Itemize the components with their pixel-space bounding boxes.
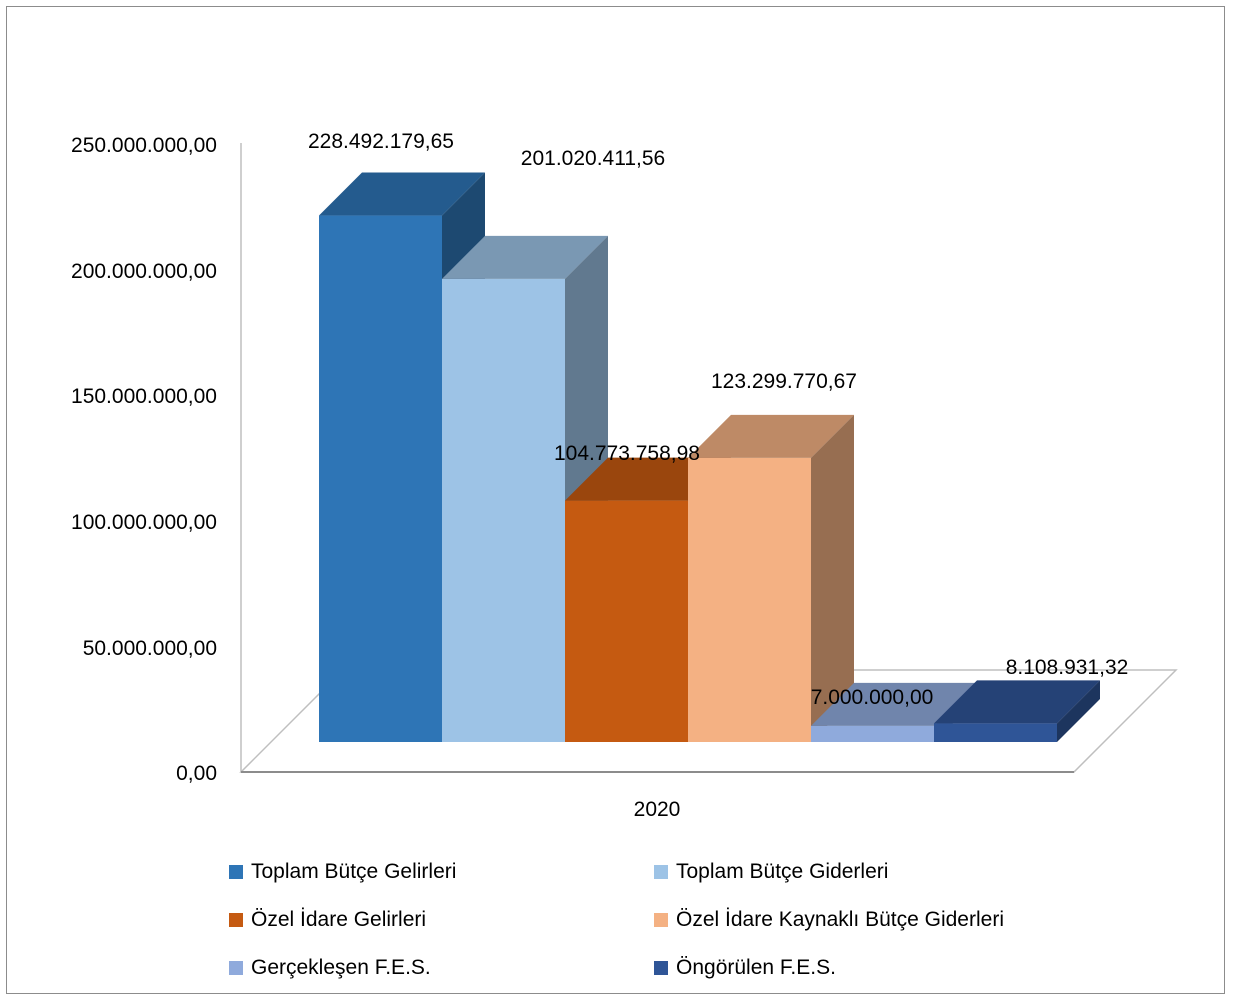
bar-front-face: [811, 725, 934, 742]
data-label: 8.108.931,32: [1006, 656, 1129, 679]
bar-top-face: [688, 414, 854, 458]
legend-item: Gerçekleşen F.E.S.: [229, 951, 654, 985]
bar-6: [934, 680, 1100, 742]
legend-swatch: [229, 865, 243, 879]
bar-top-face: [319, 172, 485, 216]
y-tick-label: 100.000.000,00: [71, 511, 217, 534]
bar-front-face: [688, 457, 811, 742]
legend-item: Özel İdare Kaynaklı Bütçe Giderleri: [654, 903, 1109, 937]
bar-front-face: [934, 723, 1057, 742]
y-tick-label: 250.000.000,00: [71, 134, 217, 157]
y-tick-label: 0,00: [176, 762, 217, 785]
legend-swatch: [229, 913, 243, 927]
legend-swatch: [654, 913, 668, 927]
bar-front-face: [442, 278, 565, 742]
legend-label: Özel İdare Gelirleri: [251, 908, 427, 931]
legend-item: Özel İdare Gelirleri: [229, 903, 654, 937]
bar-chart-3d: 0,00 50.000.000,00 100.000.000,00 150.000.0…: [71, 130, 1178, 821]
bar-front-face: [319, 215, 442, 742]
chart-legend: Toplam Bütçe Gelirleri Toplam Bütçe Gider…: [229, 855, 1109, 985]
chart-frame: 0,00 50.000.000,00 100.000.000,00 150.000.0…: [6, 6, 1225, 994]
legend-label: Toplam Bütçe Gelirleri: [251, 860, 457, 883]
legend-label: Toplam Bütçe Giderleri: [676, 860, 889, 883]
chart-bars: [319, 172, 1100, 742]
legend-label: Öngörülen F.E.S.: [676, 956, 836, 979]
data-label: 123.299.770,67: [711, 370, 857, 393]
y-tick-label: 200.000.000,00: [71, 260, 217, 283]
x-axis-category-label: 2020: [634, 798, 681, 821]
legend-swatch: [654, 961, 668, 975]
bar-side-face: [811, 414, 854, 742]
bar-front-face: [565, 500, 688, 742]
chart-axes: [239, 143, 1178, 773]
data-label: 7.000.000,00: [811, 686, 934, 709]
legend-item: Toplam Bütçe Gelirleri: [229, 855, 654, 889]
y-tick-label: 150.000.000,00: [71, 385, 217, 408]
legend-label: Özel İdare Kaynaklı Bütçe Giderleri: [676, 908, 1004, 931]
bar-side-face: [1057, 680, 1100, 742]
legend-label: Gerçekleşen F.E.S.: [251, 956, 431, 979]
data-label: 228.492.179,65: [308, 130, 454, 153]
data-label: 201.020.411,56: [521, 147, 665, 170]
bar-top-face: [934, 680, 1100, 724]
legend-item: Öngörülen F.E.S.: [654, 951, 1109, 985]
y-axis-tick-labels: 0,00 50.000.000,00 100.000.000,00 150.000.0…: [71, 134, 217, 785]
y-tick-label: 50.000.000,00: [83, 637, 217, 660]
bar-top-face: [811, 682, 977, 726]
bar-2: [442, 235, 608, 742]
data-label: 104.773.758,98: [554, 442, 700, 465]
legend-swatch: [229, 961, 243, 975]
bar-4: [688, 414, 854, 742]
legend-item: Toplam Bütçe Giderleri: [654, 855, 1109, 889]
legend-swatch: [654, 865, 668, 879]
data-labels: 228.492.179,65 201.020.411,56 104.773.758,…: [308, 130, 1128, 709]
bar-top-face: [442, 235, 608, 279]
